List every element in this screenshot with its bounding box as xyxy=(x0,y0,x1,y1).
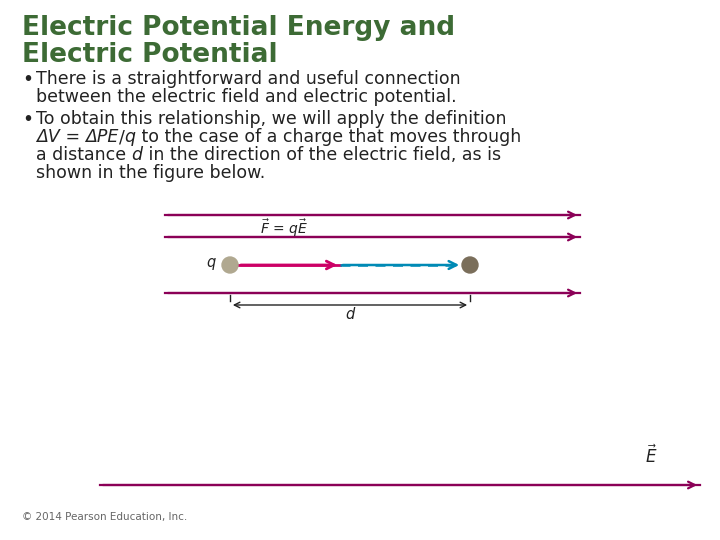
Text: to the case of a charge that moves through: to the case of a charge that moves throu… xyxy=(135,128,521,146)
Circle shape xyxy=(462,257,478,273)
Text: •: • xyxy=(22,110,33,129)
Text: ΔV: ΔV xyxy=(36,128,60,146)
Text: Electric Potential Energy and: Electric Potential Energy and xyxy=(22,15,455,41)
Text: between the electric field and electric potential.: between the electric field and electric … xyxy=(36,88,456,106)
Text: •: • xyxy=(22,70,33,89)
Text: © 2014 Pearson Education, Inc.: © 2014 Pearson Education, Inc. xyxy=(22,512,187,522)
Text: q: q xyxy=(207,255,216,271)
Text: Electric Potential: Electric Potential xyxy=(22,42,278,68)
Text: a distance: a distance xyxy=(36,146,132,164)
Text: q: q xyxy=(125,128,135,146)
Text: $\vec{E}$: $\vec{E}$ xyxy=(645,444,657,467)
Circle shape xyxy=(222,257,238,273)
Text: d: d xyxy=(346,307,355,322)
Text: in the direction of the electric field, as is: in the direction of the electric field, … xyxy=(143,146,500,164)
Text: d: d xyxy=(132,146,143,164)
Text: To obtain this relationship, we will apply the definition: To obtain this relationship, we will app… xyxy=(36,110,506,128)
Text: $\vec{F}$ = $q\vec{E}$: $\vec{F}$ = $q\vec{E}$ xyxy=(260,218,308,239)
Text: /: / xyxy=(119,128,125,146)
Text: There is a straightforward and useful connection: There is a straightforward and useful co… xyxy=(36,70,461,88)
Text: ΔPE: ΔPE xyxy=(86,128,119,146)
Text: =: = xyxy=(60,128,86,146)
Text: shown in the figure below.: shown in the figure below. xyxy=(36,164,265,182)
